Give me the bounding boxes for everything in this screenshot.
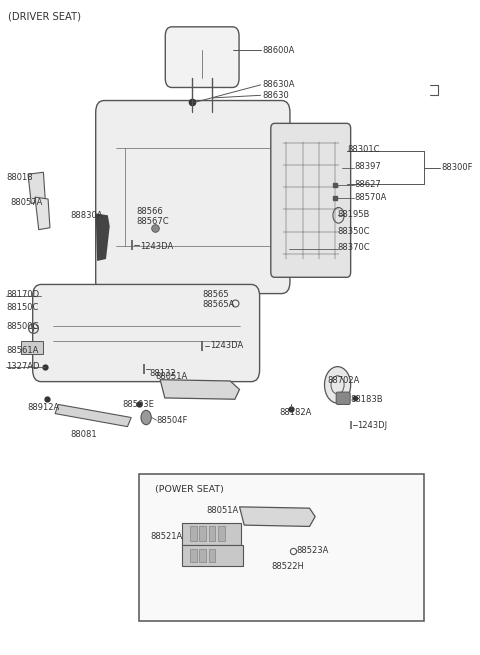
Polygon shape [35, 197, 50, 230]
Text: 1327AD: 1327AD [6, 362, 39, 371]
Circle shape [141, 410, 151, 424]
Text: 88051A: 88051A [206, 506, 238, 515]
Text: 1243DJ: 1243DJ [357, 421, 387, 430]
Text: 88504F: 88504F [156, 416, 188, 424]
Text: 88170D: 88170D [6, 290, 39, 299]
Text: 88182A: 88182A [279, 408, 312, 417]
Text: 1243DA: 1243DA [141, 242, 174, 251]
Circle shape [324, 367, 351, 403]
Text: 88630: 88630 [262, 91, 288, 100]
Text: (DRIVER SEAT): (DRIVER SEAT) [8, 11, 82, 22]
FancyBboxPatch shape [199, 527, 206, 541]
FancyBboxPatch shape [209, 549, 215, 561]
FancyBboxPatch shape [165, 27, 239, 88]
Text: 88051A: 88051A [156, 372, 188, 381]
FancyBboxPatch shape [33, 284, 260, 382]
Text: 88830A: 88830A [71, 211, 103, 220]
Text: 88702A: 88702A [327, 377, 360, 386]
Text: 88565: 88565 [202, 290, 229, 299]
Text: 1243DA: 1243DA [211, 341, 244, 350]
Polygon shape [240, 507, 315, 527]
Text: 88370C: 88370C [337, 244, 370, 252]
Polygon shape [96, 214, 110, 261]
Text: 88132: 88132 [150, 369, 177, 378]
Text: 88150C: 88150C [6, 303, 38, 312]
FancyBboxPatch shape [218, 527, 225, 541]
Text: 88183B: 88183B [351, 395, 383, 403]
Text: 88397: 88397 [354, 162, 381, 171]
Text: 88570A: 88570A [354, 193, 386, 202]
FancyBboxPatch shape [209, 527, 215, 541]
FancyBboxPatch shape [182, 545, 243, 565]
Text: 88350C: 88350C [337, 227, 370, 236]
Text: 88195B: 88195B [337, 210, 370, 219]
Text: 88600A: 88600A [262, 46, 294, 55]
Text: 88503E: 88503E [123, 400, 155, 409]
Text: 88500G: 88500G [6, 322, 39, 331]
Text: 88567C: 88567C [137, 217, 169, 227]
Polygon shape [160, 380, 240, 400]
FancyBboxPatch shape [21, 341, 43, 354]
Text: 88300F: 88300F [442, 163, 473, 172]
Text: 88522H: 88522H [271, 562, 304, 571]
FancyBboxPatch shape [199, 549, 206, 561]
Text: 88521A: 88521A [151, 532, 183, 541]
Text: 88627: 88627 [354, 179, 381, 189]
Text: 88561A: 88561A [6, 346, 38, 355]
Text: 88523A: 88523A [297, 546, 329, 555]
Text: 88081: 88081 [71, 430, 97, 439]
FancyBboxPatch shape [182, 523, 241, 545]
Text: 88912A: 88912A [27, 403, 60, 411]
Text: 88301C: 88301C [348, 145, 380, 154]
Text: 88565A: 88565A [202, 299, 235, 309]
Text: 88630A: 88630A [262, 81, 294, 89]
FancyBboxPatch shape [190, 527, 197, 541]
Text: (POWER SEAT): (POWER SEAT) [156, 485, 224, 494]
Text: 88018: 88018 [6, 173, 33, 182]
Text: 88057A: 88057A [11, 198, 43, 207]
FancyBboxPatch shape [139, 474, 424, 621]
Polygon shape [55, 404, 131, 426]
FancyBboxPatch shape [190, 549, 197, 561]
FancyBboxPatch shape [336, 392, 350, 404]
FancyBboxPatch shape [96, 100, 290, 293]
FancyBboxPatch shape [271, 123, 351, 277]
Polygon shape [28, 172, 45, 204]
Text: 88566: 88566 [137, 207, 164, 216]
